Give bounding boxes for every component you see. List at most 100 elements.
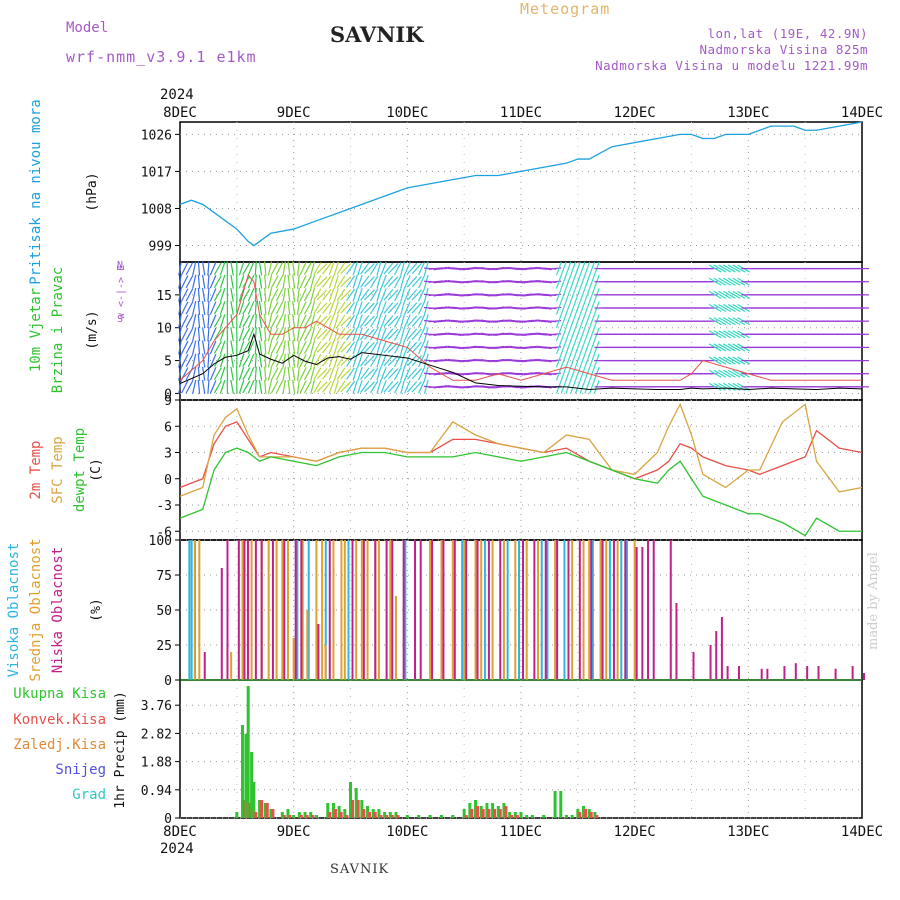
ytick-label-0-0: 999 bbox=[149, 240, 172, 255]
wind-arrow bbox=[303, 354, 312, 367]
wind-arrow bbox=[219, 353, 226, 368]
wind-arrow bbox=[560, 314, 567, 328]
wind-arrow bbox=[201, 327, 206, 342]
precip-bar-0-12 bbox=[297, 812, 301, 818]
wind-arrow bbox=[376, 301, 382, 315]
wind-arrow bbox=[713, 290, 727, 299]
wind-arrow bbox=[328, 301, 335, 315]
wind-arrow bbox=[197, 366, 201, 381]
wind-arrow bbox=[370, 314, 379, 328]
wind-arrow bbox=[560, 366, 567, 381]
wind-arrow bbox=[394, 354, 402, 368]
precip-bar-1-6 bbox=[260, 800, 264, 818]
wind-arrow bbox=[357, 288, 363, 302]
wind-arrow bbox=[264, 379, 267, 394]
precip-bar-0-23 bbox=[366, 806, 370, 818]
wind-arrow bbox=[322, 328, 332, 341]
wind-arrow bbox=[400, 274, 406, 289]
wind-arrow bbox=[461, 319, 476, 323]
wind-arrow bbox=[270, 275, 279, 289]
wind-arrow bbox=[352, 274, 358, 289]
ytick-label-0-3: 1026 bbox=[141, 128, 172, 143]
wind-arrow bbox=[370, 328, 379, 341]
wind-arrow bbox=[242, 354, 251, 367]
wind-arrow bbox=[461, 332, 476, 337]
model-label: Model bbox=[66, 20, 109, 36]
wind-arrow bbox=[383, 328, 394, 341]
wind-arrow bbox=[584, 353, 591, 368]
wind-arrow bbox=[383, 354, 394, 367]
wind-arrow bbox=[258, 300, 263, 316]
wind-arrow bbox=[476, 385, 491, 389]
wind-arrow bbox=[313, 367, 322, 381]
wind-arrow bbox=[340, 355, 352, 366]
ytick-label-1-0: 0 bbox=[164, 387, 172, 402]
wind-arrow bbox=[723, 356, 736, 365]
precip-bar-1-16 bbox=[328, 812, 332, 818]
precip-bar-1-5 bbox=[254, 812, 258, 818]
wind-arrow bbox=[296, 353, 300, 368]
wind-compass-s: S bbox=[117, 314, 123, 325]
wind-arrow bbox=[579, 314, 586, 328]
wind-arrow bbox=[287, 261, 291, 276]
wind-arrow bbox=[418, 261, 426, 276]
wind-arrow bbox=[185, 340, 194, 354]
wind-arrow bbox=[213, 275, 222, 289]
wind-arrow bbox=[254, 274, 257, 289]
precip-bar-0-43 bbox=[513, 812, 517, 818]
wind-arrow bbox=[178, 327, 182, 342]
wind-arrow bbox=[565, 274, 572, 289]
wind-arrow bbox=[192, 261, 197, 276]
wind-arrow bbox=[287, 300, 291, 316]
wind-arrow bbox=[296, 274, 300, 289]
time-tick-bottom-6: 14DEC bbox=[841, 824, 883, 840]
wind-arrow bbox=[461, 306, 476, 310]
wind-arrow bbox=[209, 301, 217, 315]
precip-bar-1-28 bbox=[396, 815, 400, 818]
wind-arrow bbox=[178, 379, 182, 394]
precip-bar-1-38 bbox=[487, 809, 491, 818]
wind-arrow bbox=[555, 274, 562, 289]
wind-arrow bbox=[197, 314, 201, 329]
wind-arrow bbox=[197, 274, 201, 289]
precip-bar-0-3 bbox=[246, 686, 250, 818]
wind-arrow bbox=[316, 276, 328, 288]
wind-arrow bbox=[584, 301, 591, 315]
wind-arrow bbox=[560, 301, 567, 315]
wind-arrow bbox=[313, 275, 322, 289]
temp-ylabel-dewpt: dewpt Temp bbox=[72, 428, 88, 512]
precip-bar-0-42 bbox=[508, 812, 512, 818]
wind-arrow bbox=[352, 314, 358, 328]
time-tick-bottom-3: 11DEC bbox=[500, 824, 542, 840]
wind-arrow bbox=[360, 328, 370, 341]
precip-bar-0-33 bbox=[451, 815, 455, 818]
wind-arrow bbox=[570, 301, 577, 315]
wind-arrow bbox=[713, 277, 727, 286]
wind-arrow bbox=[387, 276, 399, 288]
wind-arrow bbox=[394, 301, 402, 315]
wind-arrow bbox=[209, 314, 217, 328]
wind-arrow bbox=[303, 262, 312, 275]
wind-arrow bbox=[201, 340, 206, 355]
wind-arrow bbox=[490, 266, 505, 271]
wind-arrow bbox=[579, 274, 586, 289]
wind-arrow bbox=[197, 379, 201, 394]
wind-arrow bbox=[197, 327, 201, 342]
wind-arrow bbox=[299, 314, 307, 328]
precip-bar-1-17 bbox=[333, 809, 337, 818]
time-tick-bottom-4: 12DEC bbox=[614, 824, 656, 840]
precip-bar-1-39 bbox=[493, 809, 497, 818]
wind-arrows bbox=[178, 261, 869, 394]
wind-arrow bbox=[403, 261, 411, 276]
wind-arrow bbox=[400, 314, 406, 329]
cloud-ylabel-low: Niska Oblacnost bbox=[50, 547, 66, 673]
wind-arrow bbox=[258, 366, 263, 381]
wind-arrow bbox=[589, 301, 595, 315]
wind-arrow bbox=[461, 385, 476, 389]
wind-arrow bbox=[574, 261, 581, 276]
wind-arrow bbox=[579, 261, 586, 276]
wind-arrow bbox=[555, 340, 562, 355]
wind-arrow bbox=[181, 314, 189, 328]
wind-arrow bbox=[242, 367, 251, 381]
wind-arrow bbox=[238, 380, 245, 394]
